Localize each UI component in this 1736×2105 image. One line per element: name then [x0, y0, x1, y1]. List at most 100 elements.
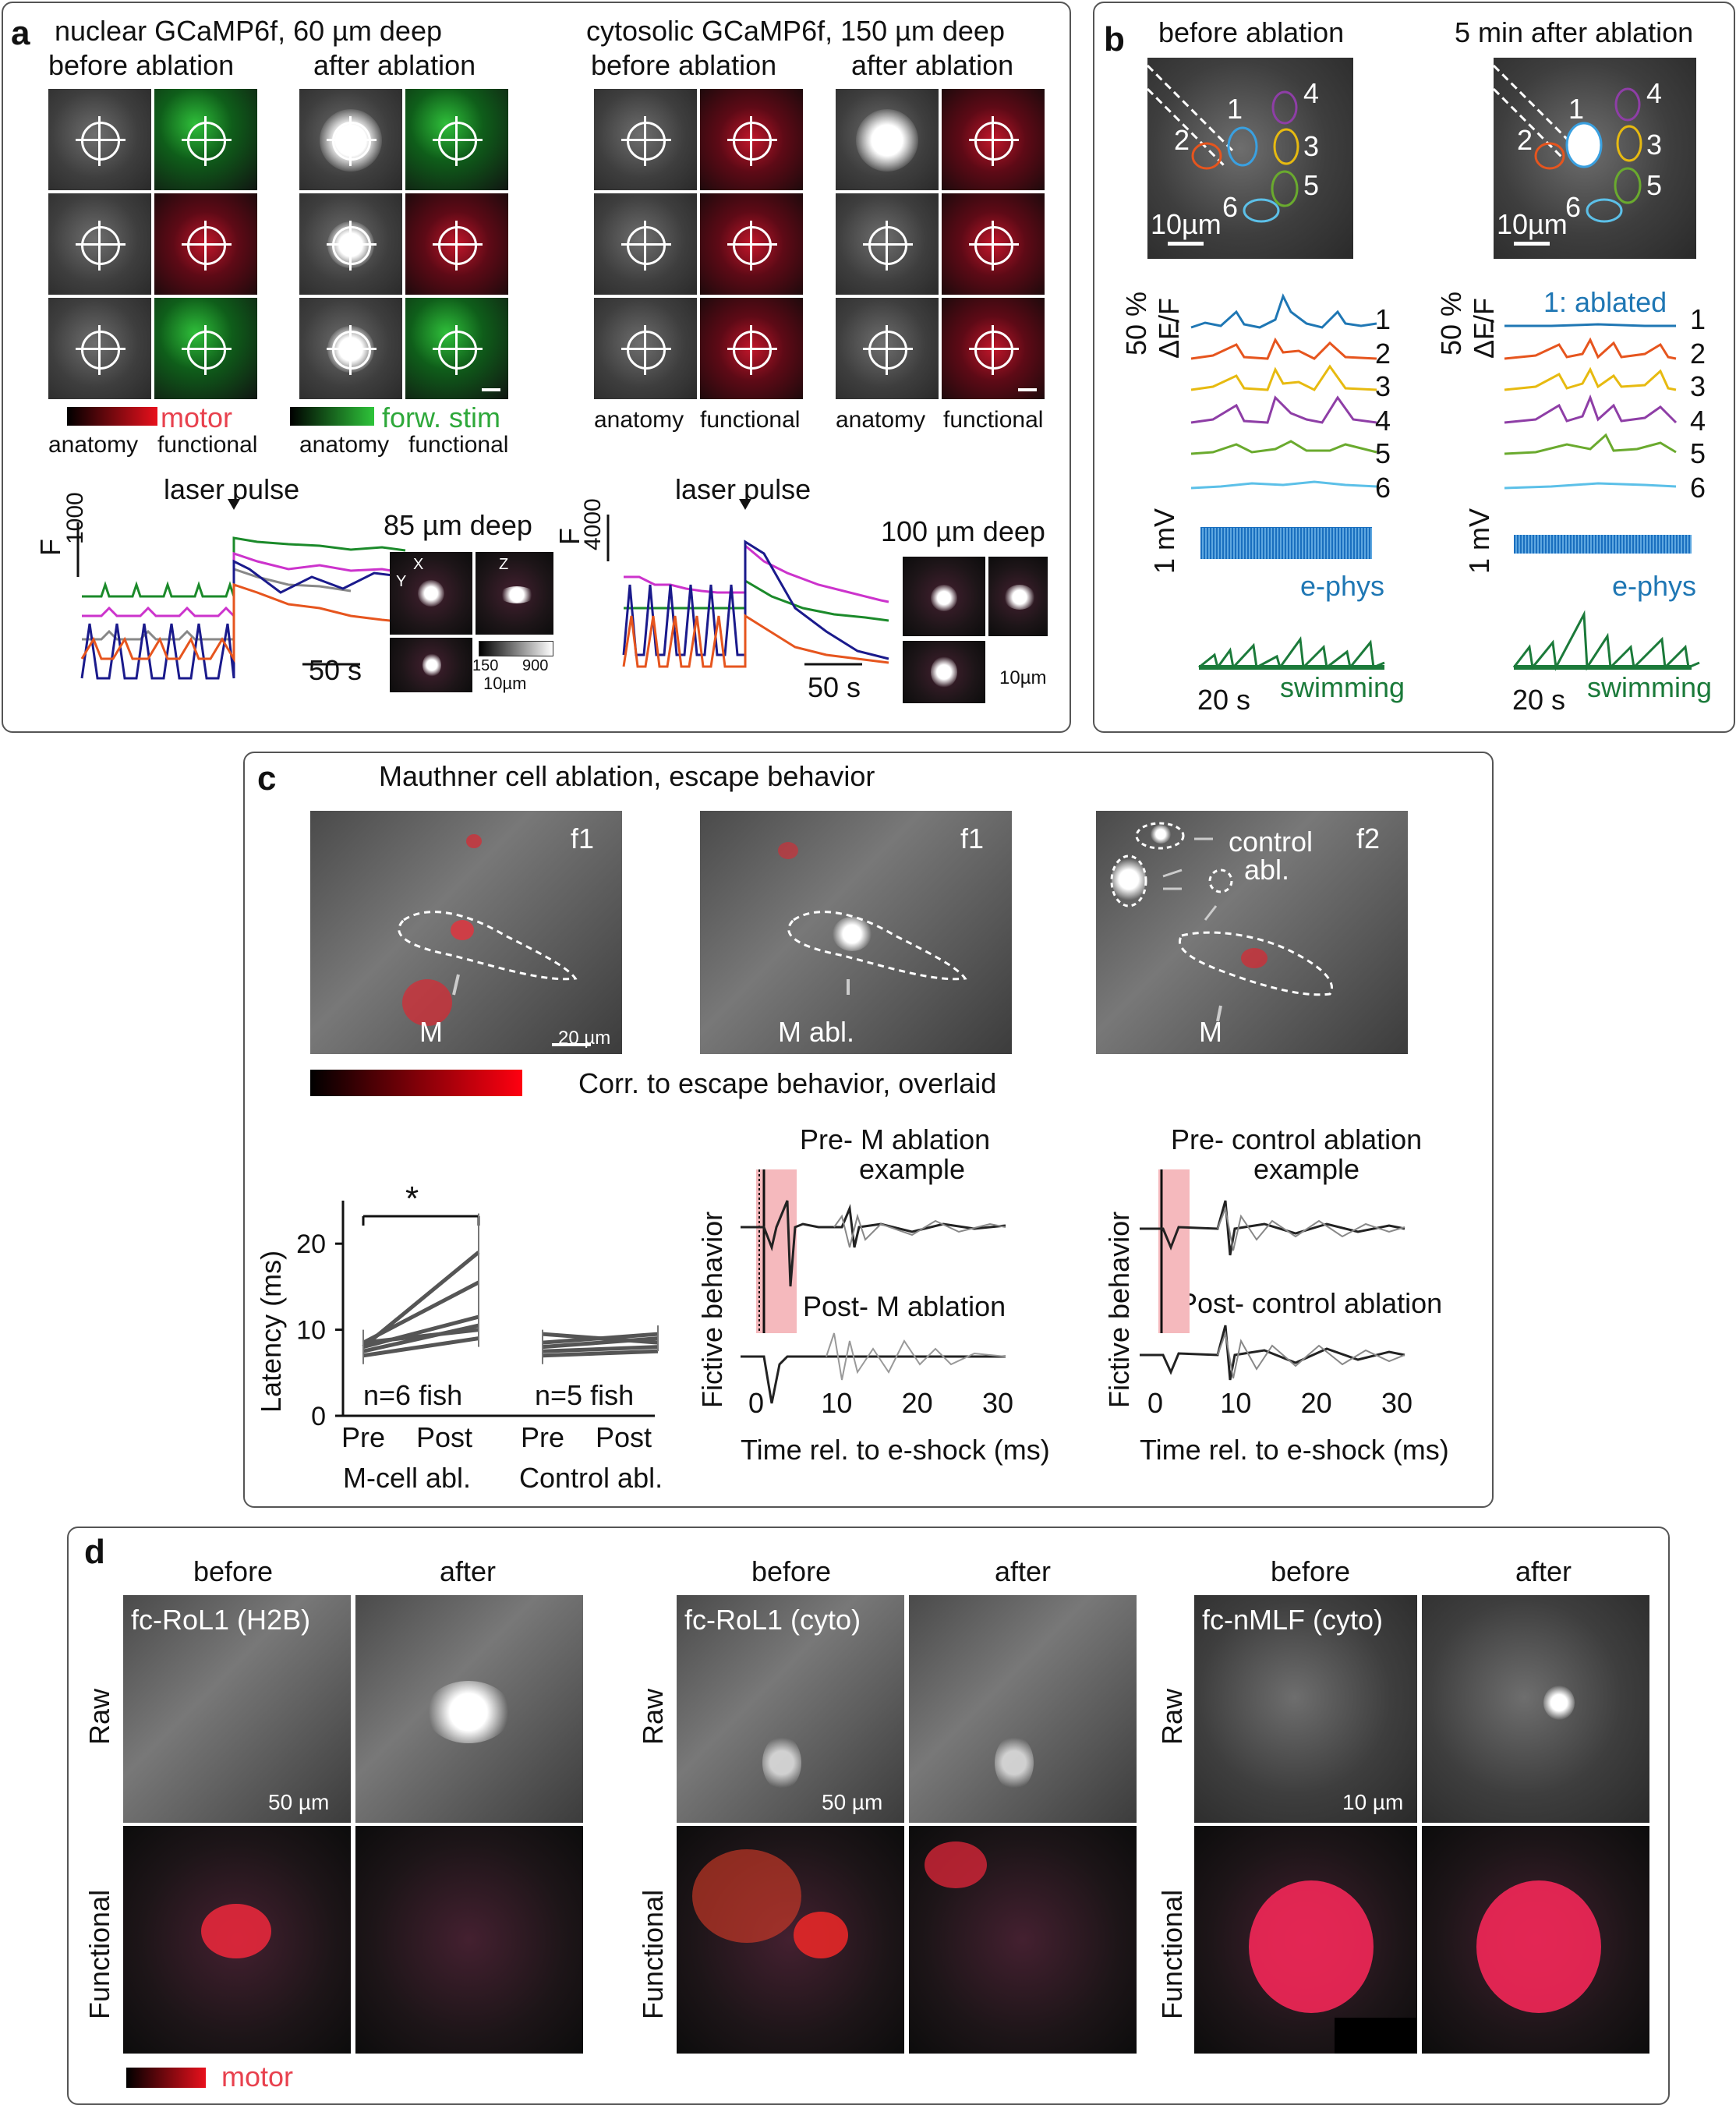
- fictive-x-tick-label: 0: [748, 1387, 764, 1419]
- cyto-after-anatomy-1: [836, 89, 939, 190]
- latency-series-line: [362, 1328, 479, 1345]
- fictive-x-label: Time rel. to e-shock (ms): [1140, 1434, 1449, 1466]
- d3-func-before: [1194, 1826, 1417, 2054]
- b-after-cell-4: 4: [1646, 77, 1663, 109]
- d-func-3: Functional: [1156, 1889, 1188, 2019]
- d-raw-1: Raw: [83, 1688, 115, 1745]
- b-after-num-4: 4: [1690, 405, 1706, 437]
- d1-func-after: [355, 1826, 583, 2054]
- nuc-after-anatomy-1: [299, 89, 402, 190]
- c-pre-2: Pre: [521, 1421, 565, 1453]
- nuc-after-functional-3: [405, 298, 508, 399]
- d-after-2: after: [995, 1555, 1052, 1587]
- d-motor-colorbar: [126, 2068, 206, 2088]
- b-trace-num-1: 1: [1375, 303, 1391, 335]
- panel-d-label: d: [84, 1533, 105, 1571]
- fictive-plot-m: 0 10 20 30 Time rel. to e-shock (ms): [741, 1169, 1050, 1466]
- cyto-after-functional-2: [942, 193, 1045, 295]
- fictive-x-tick-label: 10: [1220, 1387, 1251, 1419]
- nuc-before-anatomy-2: [48, 193, 151, 295]
- b-after-num-3: 3: [1690, 370, 1706, 402]
- cyto-before-anatomy-2: [594, 193, 697, 295]
- d-after-1: after: [440, 1555, 497, 1587]
- d2-func-before: [677, 1826, 904, 2054]
- b-after-num-6: 6: [1690, 472, 1706, 504]
- c-m-label-1: M: [419, 1016, 443, 1048]
- scale-10um-right: 10µm: [999, 667, 1047, 688]
- fictive-x-tick-label: 30: [982, 1387, 1013, 1419]
- b-after-num-1: 1: [1690, 303, 1706, 335]
- anatomy-label-2: anatomy: [299, 432, 390, 458]
- anatomy-label-4: anatomy: [836, 407, 926, 433]
- b-ephys-label-left: e-phys: [1300, 570, 1385, 602]
- cb-min: 150: [472, 657, 499, 674]
- d-scale-3: 10 µm: [1342, 1790, 1404, 1814]
- b-after-cell-2: 2: [1517, 124, 1533, 156]
- nuc-before-anatomy-1: [48, 89, 151, 190]
- c-f2: f2: [1356, 823, 1381, 854]
- cyto-before-label: before ablation: [591, 49, 777, 81]
- d2-raw-before: fc-RoL1 (cyto) 50 µm: [677, 1595, 904, 1823]
- laser-pulse-label-right: laser pulse: [675, 473, 811, 505]
- b-cell-3: 3: [1303, 130, 1320, 162]
- b-swim-right: swimming: [1587, 671, 1713, 703]
- b-after-num-2: 2: [1690, 338, 1706, 370]
- cyto-after-label: after ablation: [851, 49, 1014, 81]
- d3-raw-before: fc-nMLF (cyto) 10 µm: [1194, 1595, 1417, 1823]
- b-time-right: 20 s: [1512, 684, 1566, 716]
- zy-projection-right: [988, 557, 1048, 636]
- c-image-pre: f1 M 20 µm: [310, 811, 622, 1054]
- latency-series-line: [542, 1332, 659, 1345]
- latency-series-line: [362, 1323, 479, 1353]
- panel-c-label: c: [257, 759, 277, 798]
- d-fc1: fc-RoL1 (H2B): [131, 1604, 311, 1636]
- b-scale-before: 10µm: [1151, 208, 1222, 240]
- latency-y-tick-label: 10: [296, 1316, 326, 1346]
- c-title: Mauthner cell ablation, escape behavior: [379, 760, 875, 792]
- zx-projection-left: [390, 638, 472, 692]
- b-swim-trace-right: [1512, 610, 1700, 671]
- b-after-label: 5 min after ablation: [1455, 16, 1694, 48]
- b-ephys-scale-left: 1 mV: [1148, 508, 1180, 574]
- nuc-after-anatomy-3: [299, 298, 402, 399]
- cyto-after-functional-3: [942, 298, 1045, 399]
- b-cell-2: 2: [1174, 124, 1190, 156]
- deep-right-label: 100 µm deep: [881, 515, 1045, 547]
- nuc-after-functional-1: [405, 89, 508, 190]
- d1-raw-before: fc-RoL1 (H2B) 50 µm: [123, 1595, 351, 1823]
- c-control-1: control: [1229, 826, 1313, 858]
- c-pre-m-2: example: [859, 1153, 966, 1185]
- d-raw-2: Raw: [637, 1688, 669, 1745]
- functional-label-3: functional: [700, 407, 801, 433]
- c-ylabel: Latency (ms): [255, 1250, 287, 1413]
- c-pre-m-1: Pre- M ablation: [800, 1123, 991, 1155]
- intensity-colorbar: [479, 641, 553, 656]
- c-corr-label: Corr. to escape behavior, overlaid: [578, 1067, 997, 1099]
- c-image-control: f2 control abl. M: [1096, 811, 1408, 1054]
- c-m-abl-group: M-cell abl.: [343, 1462, 472, 1494]
- d3-raw-after: [1422, 1595, 1649, 1823]
- c-post-1: Post: [416, 1421, 473, 1453]
- b-time-left: 20 s: [1197, 684, 1251, 716]
- d-after-3: after: [1515, 1555, 1572, 1587]
- b-trace-num-3: 3: [1375, 370, 1391, 402]
- c-f1-b: f1: [960, 823, 985, 854]
- functional-label-2: functional: [408, 432, 509, 458]
- nuclear-after-label: after ablation: [313, 49, 476, 81]
- b-ephys-scale-right: 1 mV: [1463, 508, 1495, 574]
- d2-func-after: [909, 1826, 1137, 2054]
- c-corr-colorbar: [310, 1070, 522, 1096]
- functional-label-4: functional: [943, 407, 1044, 433]
- d1-raw-after: [355, 1595, 583, 1823]
- fictive-x-tick-label: 10: [821, 1387, 852, 1419]
- deep-left-label: 85 µm deep: [384, 509, 532, 541]
- cyto-before-functional-3: [700, 298, 803, 399]
- cyto-before-anatomy-1: [594, 89, 697, 190]
- latency-series-line: [542, 1349, 659, 1358]
- c-post-c: Post- control ablation: [1179, 1287, 1443, 1319]
- b-before-image: 1 2 3 4 5 6 10µm: [1147, 58, 1353, 259]
- b-after-cell-1: 1: [1568, 93, 1585, 125]
- fictive-x-label: Time rel. to e-shock (ms): [741, 1434, 1050, 1466]
- c-image-post: f1 M abl.: [700, 811, 1012, 1054]
- latency-y-tick-label: 20: [296, 1229, 326, 1259]
